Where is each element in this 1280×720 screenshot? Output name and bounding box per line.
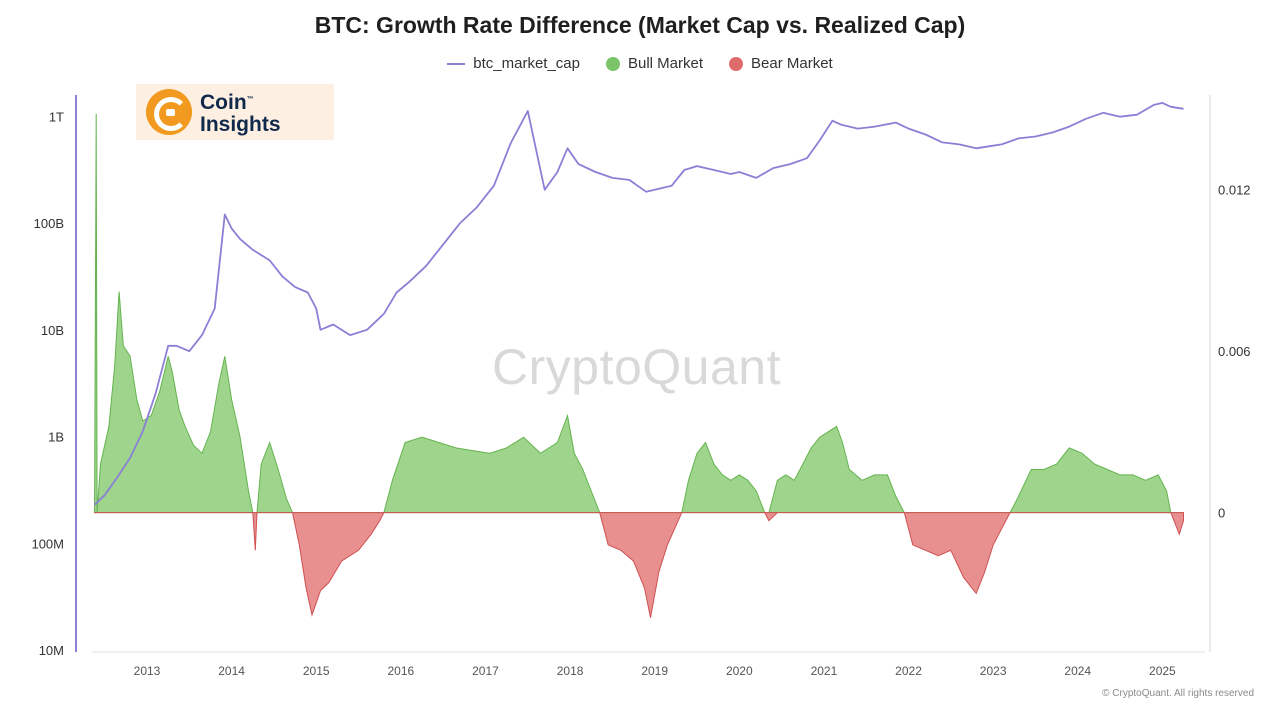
x-tick-label: 2024 (1064, 664, 1091, 678)
y-left-tick-label: 100B (34, 216, 64, 231)
logo-text: Coin™ Insights (200, 89, 281, 136)
x-tick-label: 2023 (980, 664, 1007, 678)
y-right-tick-label: 0 (1218, 506, 1225, 521)
legend-swatch-market-cap (447, 62, 466, 65)
y-left-tick-label: 1T (49, 109, 64, 124)
legend-item-bull-market[interactable]: Bull Market (606, 55, 703, 72)
y-left-tick-label: 1B (48, 430, 64, 445)
x-tick-label: 2017 (472, 664, 499, 678)
coin-insights-logo-icon (146, 89, 192, 135)
x-tick-label: 2018 (557, 664, 584, 678)
y-left-tick-label: 10M (39, 643, 64, 658)
x-tick-label: 2013 (134, 664, 161, 678)
market-cap-line (93, 102, 1184, 506)
legend-swatch-bear-market (729, 56, 744, 71)
bull-market-area (94, 113, 1184, 514)
chart-legend: btc_market_cap Bull Market Bear Market (0, 55, 1280, 72)
legend-label-bull-market: Bull Market (628, 55, 704, 72)
watermark-text: CryptoQuant (492, 339, 781, 395)
y-right-tick-label: 0.012 (1218, 182, 1251, 197)
y-right-tick-label: 0.006 (1218, 344, 1251, 359)
x-tick-label: 2025 (1149, 664, 1176, 678)
x-tick-label: 2021 (811, 664, 838, 678)
x-tick-label: 2019 (641, 664, 668, 678)
x-tick-label: 2015 (303, 664, 330, 678)
chart-title: BTC: Growth Rate Difference (Market Cap … (314, 12, 966, 38)
y-left-tick-label: 10B (41, 323, 64, 338)
x-tick-label: 2020 (726, 664, 753, 678)
bear-market-area (94, 512, 1184, 618)
x-tick-label: 2016 (387, 664, 414, 678)
legend-item-bear-market[interactable]: Bear Market (729, 55, 833, 72)
legend-label-bear-market: Bear Market (751, 55, 833, 72)
x-tick-label: 2014 (218, 664, 245, 678)
legend-label-market-cap: btc_market_cap (473, 55, 580, 72)
coin-insights-logo: Coin™ Insights (136, 84, 334, 140)
logo-line-1: Coin™ (200, 90, 254, 114)
y-left-tick-label: 100M (31, 536, 64, 551)
copyright-text: © CryptoQuant. All rights reserved (1102, 688, 1254, 699)
logo-line-2: Insights (200, 112, 281, 136)
x-tick-label: 2022 (895, 664, 922, 678)
legend-swatch-bull-market (606, 56, 620, 71)
legend-item-market-cap[interactable]: btc_market_cap (447, 55, 580, 72)
